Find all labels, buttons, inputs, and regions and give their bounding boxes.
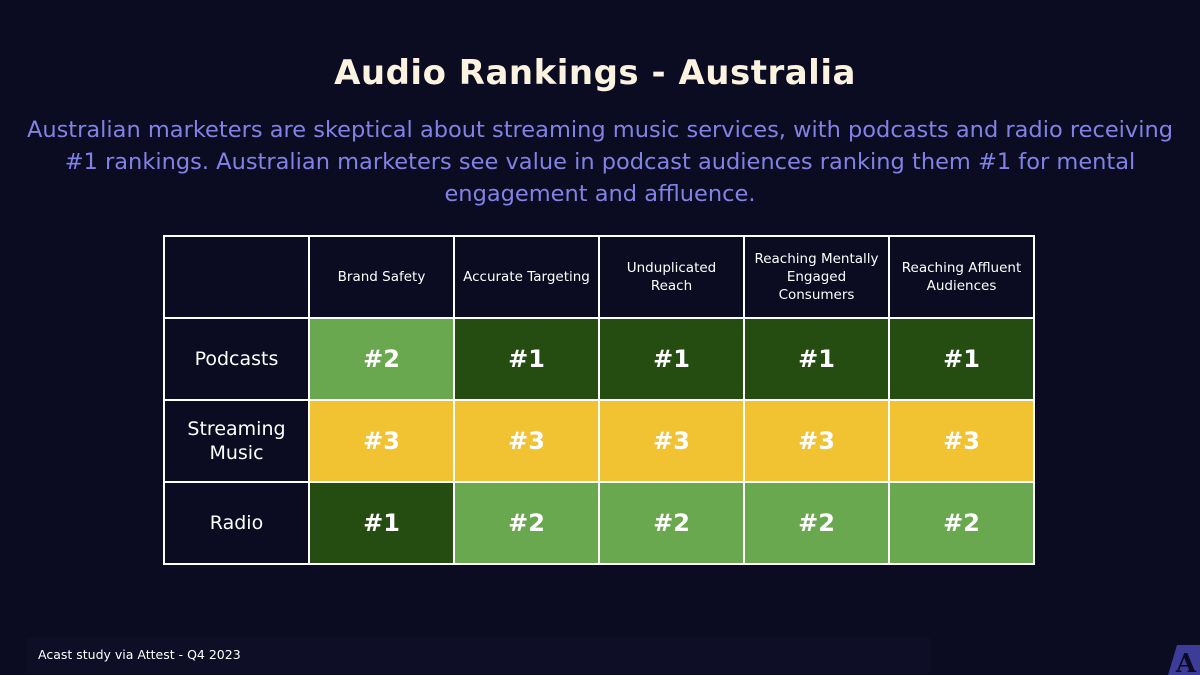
page-title: Audio Rankings - Australia (334, 53, 856, 93)
row-label-streaming-music: Streaming Music (163, 399, 310, 483)
row-label-podcasts: Podcasts (163, 317, 310, 401)
rank-cell: #2 (743, 481, 890, 565)
column-header-unduplicated-reach: Unduplicated Reach (598, 235, 745, 319)
row-label-radio: Radio (163, 481, 310, 565)
rank-cell: #2 (598, 481, 745, 565)
rank-cell: #1 (453, 317, 600, 401)
rankings-table: Brand Safety Accurate Targeting Unduplic… (163, 235, 1035, 565)
rank-cell: #3 (308, 399, 455, 483)
rank-cell: #1 (888, 317, 1035, 401)
subtitle: Australian marketers are skeptical about… (26, 117, 1174, 207)
column-header-affluent-audiences: Reaching Affluent Audiences (888, 235, 1035, 319)
table-corner-cell (163, 235, 310, 319)
rank-cell: #1 (598, 317, 745, 401)
rank-cell: #3 (598, 399, 745, 483)
footer-bar: Acast study via Attest - Q4 2023 (26, 638, 930, 674)
table-header-row: Brand Safety Accurate Targeting Unduplic… (163, 235, 1035, 319)
svg-text:A: A (1175, 649, 1197, 675)
column-header-mentally-engaged: Reaching Mentally Engaged Consumers (743, 235, 890, 319)
column-header-brand-safety: Brand Safety (308, 235, 455, 319)
rank-cell: #2 (888, 481, 1035, 565)
rank-cell: #1 (743, 317, 890, 401)
source-note: Acast study via Attest - Q4 2023 (38, 647, 241, 662)
rank-cell: #3 (453, 399, 600, 483)
table-row-streaming-music: Streaming Music #3 #3 #3 #3 #3 (163, 399, 1035, 483)
rank-cell: #1 (308, 481, 455, 565)
rank-cell: #2 (308, 317, 455, 401)
rank-cell: #3 (888, 399, 1035, 483)
column-header-accurate-targeting: Accurate Targeting (453, 235, 600, 319)
table-row-podcasts: Podcasts #2 #1 #1 #1 #1 (163, 317, 1035, 401)
acast-logo-icon: A (1168, 645, 1200, 675)
rank-cell: #3 (743, 399, 890, 483)
rank-cell: #2 (453, 481, 600, 565)
table-row-radio: Radio #1 #2 #2 #2 #2 (163, 481, 1035, 565)
